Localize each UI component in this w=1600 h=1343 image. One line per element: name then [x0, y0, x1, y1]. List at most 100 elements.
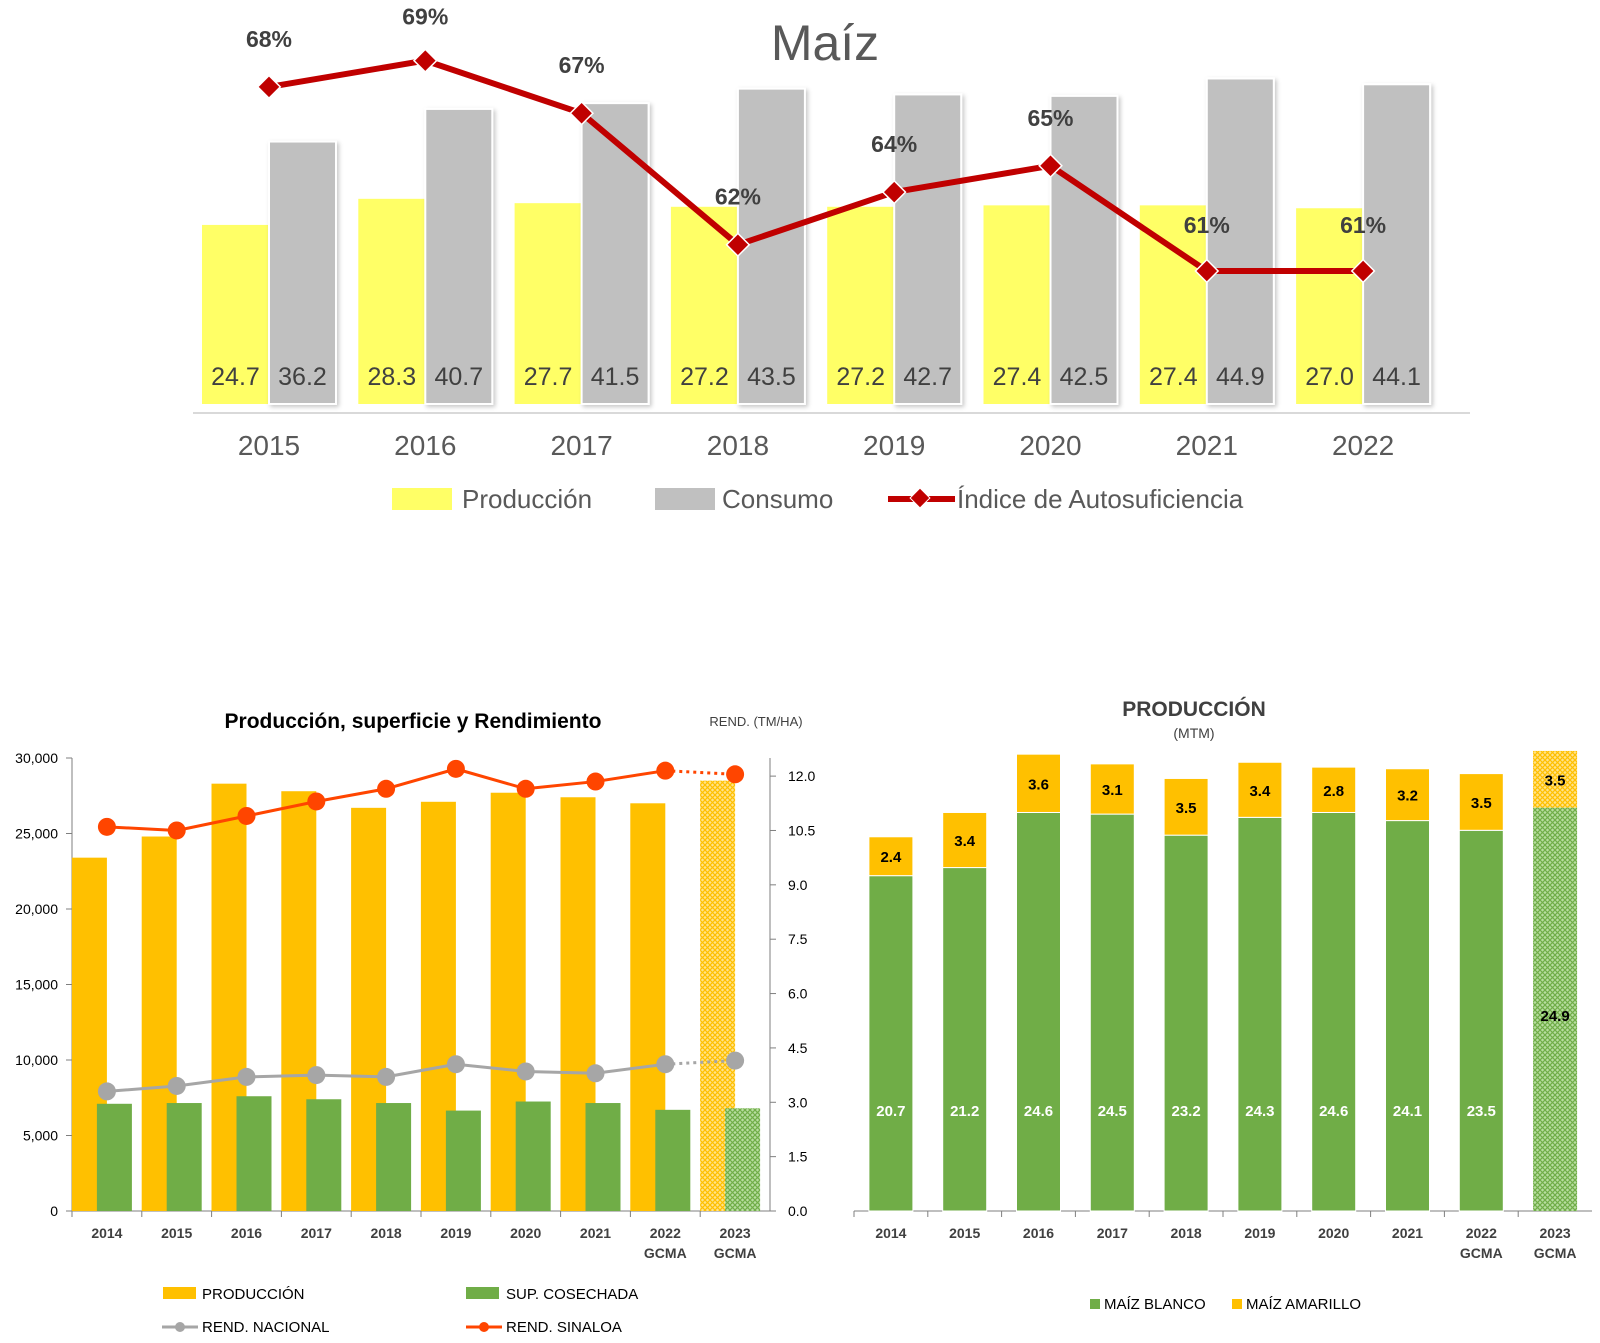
x-tick-2022-GCMA-line0: 2022	[1466, 1225, 1497, 1241]
data-label-maiz-amarillo-2014: 2.4	[880, 849, 902, 866]
data-label-maiz-blanco-2022-GCMA: 23.5	[1467, 1103, 1496, 1120]
data-label-produccion-2022: 27.0	[1305, 363, 1354, 391]
bar-maiz-amarillo-2014	[868, 836, 914, 877]
legend-swatch-consumo	[655, 488, 715, 510]
legend-swatch-produccion-2	[163, 1287, 196, 1299]
x-tick-2015: 2015	[238, 430, 300, 461]
bar-sup-cosechada-2021	[585, 1103, 621, 1211]
data-label-maiz-amarillo-2015: 3.4	[954, 833, 976, 850]
x-tick-2022-GCMA-line0: 2022	[650, 1225, 681, 1241]
bar-maiz-blanco-2018	[1163, 834, 1209, 1212]
data-label-consumo-2018: 43.5	[747, 363, 796, 391]
legend-label-indice: Índice de Autosuficiencia	[957, 484, 1244, 514]
data-label-maiz-amarillo-2022-GCMA: 3.5	[1471, 795, 1492, 812]
bar-consumo-2019	[893, 93, 963, 406]
bar-maiz-amarillo-2017	[1089, 763, 1135, 815]
chart2-title: Producción, superficie y Rendimiento	[225, 710, 602, 733]
marker-rend-sinaloa-2021	[586, 772, 605, 791]
legend-swatch-produccion	[392, 488, 452, 510]
y2-tick-label-3: 4.5	[788, 1040, 808, 1056]
x-tick-2021-line0: 2021	[1392, 1225, 1423, 1241]
bar-maiz-blanco-2014	[868, 875, 914, 1212]
marker-rend-nacional-2020	[516, 1062, 535, 1081]
bar-maiz-blanco-2016	[1016, 811, 1061, 1212]
marker-rend-sinaloa-2018	[377, 779, 396, 798]
chart1-title: Maíz	[771, 15, 879, 71]
legend-marker-indice	[909, 487, 931, 509]
legend-swatch-maiz-amarillo	[1232, 1299, 1242, 1309]
bar-produccion-2018	[670, 206, 738, 404]
legend-label-maiz-blanco: MAÍZ BLANCO	[1104, 1296, 1206, 1313]
x-tick-2020: 2020	[1019, 430, 1081, 461]
bar-consumo-2018	[736, 87, 806, 405]
x-tick-2015-line0: 2015	[949, 1225, 980, 1241]
marker-rend-nacional-2021	[586, 1064, 605, 1083]
data-label-maiz-blanco-2015: 21.2	[950, 1103, 979, 1120]
y2-tick-label-0: 0.0	[788, 1203, 808, 1219]
bar-sup-cosechada-2016	[236, 1096, 272, 1211]
chart2-legend: PRODUCCIÓN SUP. COSECHADA REND. NACIONAL…	[162, 1286, 638, 1336]
marker-rend-nacional-2023-GCMA	[726, 1051, 745, 1070]
x-tick-2018: 2018	[707, 430, 769, 461]
data-label-indice-2020: 65%	[1027, 105, 1073, 131]
x-tick-2019-line0: 2019	[1244, 1225, 1275, 1241]
data-label-indice-2015: 68%	[246, 26, 292, 52]
bar-maiz-blanco-2020	[1311, 811, 1357, 1212]
x-tick-2022-GCMA-line1: GCMA	[644, 1245, 687, 1261]
bar-maiz-blanco-2019	[1237, 816, 1283, 1212]
data-label-produccion-2016: 28.3	[367, 363, 416, 391]
data-label-maiz-amarillo-2021: 3.2	[1397, 788, 1418, 805]
data-label-consumo-2020: 42.5	[1060, 363, 1109, 391]
x-tick-2020-line0: 2020	[1318, 1225, 1349, 1241]
data-label-produccion-2020: 27.4	[993, 363, 1042, 391]
x-tick-2023-GCMA-line0: 2023	[720, 1225, 751, 1241]
bar-maiz-amarillo-2018	[1163, 777, 1209, 836]
chart3-legend: MAÍZ BLANCO MAÍZ AMARILLO	[1090, 1296, 1361, 1313]
data-label-consumo-2021: 44.9	[1216, 363, 1265, 391]
marker-indice-2016	[412, 48, 438, 73]
data-label-consumo-2016: 40.7	[434, 363, 483, 391]
bar-produccion-2017	[514, 203, 582, 404]
data-label-produccion-2017: 27.7	[524, 363, 573, 391]
legend-marker-rend-nacional	[175, 1322, 185, 1332]
bar-maiz-blanco-2023-GCMA	[1533, 807, 1578, 1211]
y2-tick-label-4: 6.0	[788, 986, 808, 1002]
legend-label-produccion: Producción	[462, 484, 592, 514]
bar-produccion-2022	[1296, 208, 1364, 404]
bar-maiz-amarillo-2022-GCMA	[1458, 773, 1504, 831]
chart3-title: PRODUCCIÓN	[1122, 697, 1266, 721]
y-tick-label-3: 15,000	[15, 977, 58, 993]
marker-rend-sinaloa-2023-GCMA	[726, 765, 745, 784]
x-tick-2016-line0: 2016	[231, 1225, 262, 1241]
bar-sup-cosechada-2023-GCMA	[725, 1108, 761, 1211]
chart2-y2-label: REND. (TM/HA)	[709, 714, 802, 729]
y2-tick-label-2: 3.0	[788, 1094, 808, 1110]
x-tick-2019: 2019	[863, 430, 925, 461]
x-tick-2022-GCMA-line1: GCMA	[1460, 1245, 1503, 1261]
marker-indice-2019	[881, 179, 907, 205]
marker-indice-2018	[725, 232, 751, 258]
x-tick-2021: 2021	[1176, 430, 1238, 461]
data-label-consumo-2022: 44.1	[1372, 363, 1421, 391]
marker-indice-2022	[1350, 258, 1376, 284]
data-label-produccion-2015: 24.7	[211, 363, 260, 391]
data-label-consumo-2015: 36.2	[278, 363, 327, 391]
legend-label-sup-cosechada: SUP. COSECHADA	[506, 1286, 638, 1303]
marker-rend-sinaloa-2014	[97, 817, 116, 836]
data-label-maiz-blanco-2016: 24.6	[1024, 1103, 1053, 1120]
marker-rend-nacional-2015	[167, 1076, 186, 1095]
y-tick-label-1: 5,000	[23, 1128, 58, 1144]
bar-maiz-amarillo-2015	[942, 811, 988, 869]
bar-maiz-amarillo-2021	[1385, 768, 1430, 822]
marker-rend-nacional-2016	[237, 1067, 256, 1086]
bar-produccion-2019	[827, 206, 895, 404]
marker-rend-sinaloa-2022-GCMA	[656, 761, 675, 780]
bar-sup-cosechada-2014	[96, 1103, 132, 1211]
bar-produccion-2015	[202, 224, 269, 404]
data-label-maiz-amarillo-2019: 3.4	[1249, 783, 1271, 800]
bar-maiz-amarillo-2020	[1311, 766, 1357, 813]
y-tick-label-4: 20,000	[15, 901, 58, 917]
legend-swatch-maiz-blanco	[1090, 1299, 1100, 1309]
marker-rend-sinaloa-2020	[516, 779, 535, 798]
bar-maiz-amarillo-2016	[1016, 753, 1061, 813]
